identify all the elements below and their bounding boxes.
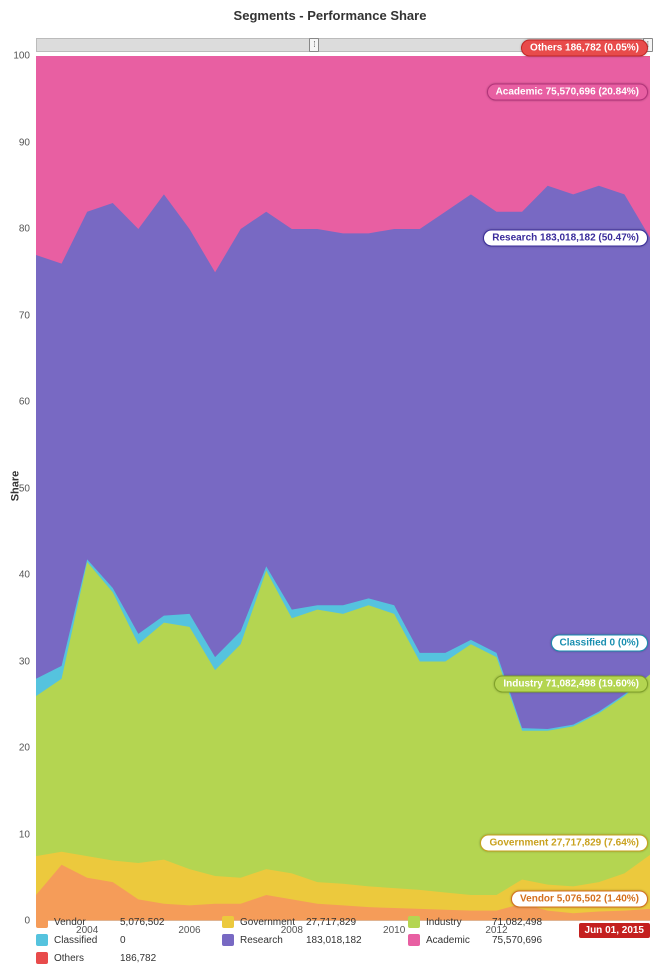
series-end-label: Government 27,717,829 (7.64%) — [480, 835, 648, 852]
legend-item[interactable]: Research183,018,182 — [222, 931, 402, 949]
y-tick-label: 0 — [24, 916, 36, 927]
legend-item[interactable]: Academic75,570,696 — [408, 931, 588, 949]
legend-value: 75,570,696 — [492, 935, 588, 946]
legend-swatch — [408, 934, 420, 946]
legend-item[interactable]: Others186,782 — [36, 949, 216, 967]
legend-name: Research — [240, 935, 306, 946]
legend-name: Industry — [426, 917, 492, 928]
y-tick-label: 40 — [19, 570, 36, 581]
series-end-label: Others 186,782 (0.05%) — [521, 40, 648, 57]
y-tick-label: 30 — [19, 656, 36, 667]
slider-handle-left[interactable]: ⁞ — [309, 38, 319, 52]
legend-swatch — [222, 916, 234, 928]
series-end-label: Classified 0 (0%) — [551, 634, 648, 651]
series-end-label: Research 183,018,182 (50.47%) — [483, 229, 648, 246]
series-end-label: Industry 71,082,498 (19.60%) — [494, 676, 648, 693]
series-end-label: Academic 75,570,696 (20.84%) — [487, 83, 648, 100]
legend-name: Academic — [426, 935, 492, 946]
legend-value: 186,782 — [120, 953, 216, 964]
y-tick-label: 100 — [13, 51, 36, 62]
y-tick-label: 80 — [19, 224, 36, 235]
legend-name: Vendor — [54, 917, 120, 928]
legend-value: 0 — [120, 935, 216, 946]
legend-value: 71,082,498 — [492, 917, 588, 928]
legend-swatch — [36, 934, 48, 946]
y-tick-label: 10 — [19, 829, 36, 840]
y-tick-label: 60 — [19, 397, 36, 408]
chart-canvas[interactable]: 0102030405060708090100200420062008201020… — [36, 56, 650, 921]
y-tick-label: 90 — [19, 137, 36, 148]
legend-name: Classified — [54, 935, 120, 946]
legend-swatch — [36, 952, 48, 964]
y-tick-label: 70 — [19, 310, 36, 321]
legend-item[interactable]: Vendor5,076,502 — [36, 913, 216, 931]
legend-swatch — [222, 934, 234, 946]
legend: Vendor5,076,502 Government27,717,829 Indus… — [36, 913, 650, 967]
y-tick-label: 50 — [19, 483, 36, 494]
series-end-label: Vendor 5,076,502 (1.40%) — [511, 891, 648, 908]
y-tick-label: 20 — [19, 743, 36, 754]
legend-swatch — [36, 916, 48, 928]
chart-title: Segments - Performance Share — [0, 0, 660, 37]
legend-item[interactable]: Classified0 — [36, 931, 216, 949]
legend-name: Others — [54, 953, 120, 964]
legend-item[interactable]: Government27,717,829 — [222, 913, 402, 931]
chart-container: Segments - Performance Share Share ⁞ ⁞ 0… — [0, 0, 660, 971]
legend-name: Government — [240, 917, 306, 928]
plot-area: ⁞ ⁞ 010203040506070809010020042006200820… — [36, 38, 650, 921]
legend-value: 27,717,829 — [306, 917, 402, 928]
legend-value: 183,018,182 — [306, 935, 402, 946]
legend-item[interactable]: Industry71,082,498 — [408, 913, 588, 931]
legend-swatch — [408, 916, 420, 928]
legend-value: 5,076,502 — [120, 917, 216, 928]
area-chart-svg — [36, 56, 650, 921]
